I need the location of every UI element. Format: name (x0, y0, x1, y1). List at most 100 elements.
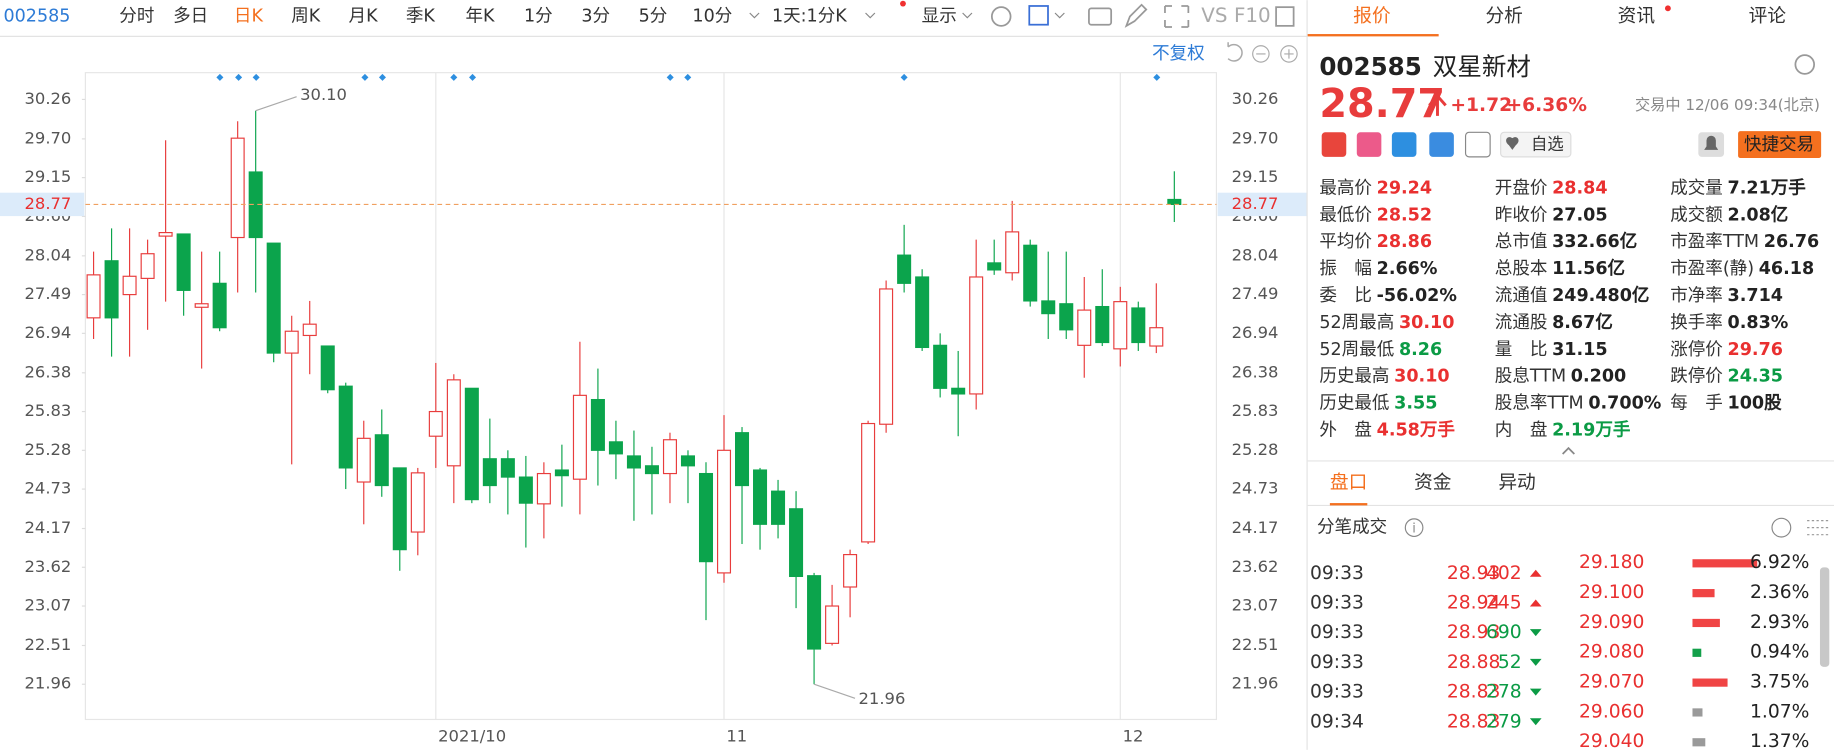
chevron (865, 12, 876, 19)
price-tag-bg (0, 192, 85, 217)
period-tab[interactable]: 季K (406, 7, 436, 27)
icon[interactable] (1464, 131, 1491, 158)
period-tab[interactable]: 周K (291, 7, 321, 27)
event-marker[interactable] (1153, 73, 1161, 81)
stat-value: 4.58万手 (1377, 420, 1456, 441)
adjust-select[interactable]: 不复权 (1152, 44, 1205, 64)
x-tick-label: 12 (1123, 727, 1144, 746)
stat: 市净率 3.714 (1670, 286, 1783, 306)
candle-body (771, 490, 786, 525)
settings-icon[interactable] (1794, 54, 1815, 75)
period-tab[interactable]: 分时 (119, 7, 154, 27)
trade-direction (1529, 718, 1542, 726)
reset-icon[interactable] (1227, 42, 1243, 62)
scrollbar[interactable] (1819, 567, 1830, 667)
candle-body (1149, 327, 1164, 347)
more-icon[interactable] (1771, 517, 1792, 538)
candle-body (536, 472, 551, 505)
stat-value: 0.700% (1588, 394, 1661, 414)
event-marker[interactable] (361, 73, 369, 81)
icon[interactable] (1356, 132, 1382, 157)
period-tab[interactable]: 5分 (639, 7, 668, 27)
max-label: 30.10 (300, 85, 347, 104)
watch-button[interactable] (1500, 131, 1572, 158)
period-tab[interactable]: 10分 (692, 7, 732, 27)
trade-volume: 52 (1498, 652, 1522, 673)
stat: 涨停价 29.76 (1670, 340, 1783, 360)
panel-tab[interactable]: 分析 (1485, 6, 1522, 27)
depth-price: 29.060 (1579, 701, 1644, 722)
y2-tick-label: 21.96 (1232, 674, 1279, 693)
event-marker[interactable] (216, 73, 224, 81)
period-tab[interactable]: 年K (466, 7, 496, 27)
panel-icon[interactable] (1275, 6, 1295, 27)
stat: 成交量 7.21万手 (1670, 177, 1806, 198)
stat: 跌停价 24.35 (1670, 367, 1783, 387)
panel-tab[interactable]: 报价 (1353, 6, 1391, 27)
event-marker[interactable] (900, 73, 908, 81)
period-tab[interactable]: 月K (349, 7, 379, 27)
candle-body (230, 137, 245, 239)
zoom-in-icon[interactable] (1280, 45, 1298, 63)
badge-dot (1664, 5, 1671, 12)
display-menu[interactable]: 显示 (922, 7, 957, 27)
icon[interactable] (1429, 132, 1454, 157)
watch-label: 自选 (1531, 135, 1564, 154)
stat-value: 2.66% (1377, 259, 1438, 279)
stat-label: 最高价 (1319, 178, 1372, 198)
event-marker[interactable] (469, 73, 477, 81)
f10-button[interactable]: F10 (1234, 4, 1271, 27)
period-tab[interactable]: 日K (234, 7, 264, 27)
stat-value: 30.10 (1394, 367, 1449, 387)
stat-label: 52周最高 (1319, 313, 1394, 333)
sub-tab[interactable]: 异动 (1498, 473, 1535, 494)
depth-bar (1692, 738, 1706, 747)
stock-code[interactable]: 002585 (4, 7, 71, 27)
candle-body (158, 232, 173, 237)
period-tab[interactable]: 1分 (524, 7, 553, 27)
period-tab[interactable]: 3分 (581, 7, 610, 27)
depth-bar (1692, 559, 1758, 568)
flag-icon[interactable] (1321, 132, 1347, 157)
settings-icon[interactable] (990, 6, 1012, 27)
up-arrow (1428, 93, 1447, 116)
sub-tab[interactable]: 资金 (1414, 473, 1452, 494)
price-tag-bg (1217, 192, 1307, 217)
info-icon[interactable] (1404, 518, 1424, 537)
quote-panel: 002585 双星新材 28.77 +1.72 +6.36% 交易中 12/06… (1307, 5, 1834, 667)
event-marker[interactable] (684, 73, 692, 81)
interval-select[interactable]: 1天:1分K (772, 7, 847, 27)
expand-icon[interactable] (1164, 5, 1190, 28)
candle-body (590, 398, 605, 451)
trade-volume: 279 (1486, 711, 1522, 732)
event-marker[interactable] (378, 73, 386, 81)
vs-button[interactable]: VS (1201, 4, 1227, 27)
icon[interactable] (1391, 132, 1417, 157)
stat-label: 流通股 (1495, 313, 1548, 333)
panel-tab[interactable]: 评论 (1749, 6, 1787, 27)
list-icon[interactable] (1807, 520, 1829, 536)
pencil-icon[interactable] (1124, 3, 1148, 28)
sub-tab[interactable]: 盘口 (1330, 473, 1367, 494)
event-marker[interactable] (666, 73, 674, 81)
panel-tab[interactable]: 资讯 (1618, 6, 1656, 27)
candle-body (356, 437, 371, 483)
period-tab[interactable]: 多日 (173, 7, 208, 27)
trade-button[interactable] (1738, 131, 1822, 159)
stat-label: 总市值 (1495, 232, 1548, 252)
y-tick-label: 26.94 (25, 323, 72, 342)
max-leader (255, 96, 297, 112)
event-marker[interactable] (450, 73, 458, 81)
stat: 股息TTM 0.200 (1495, 367, 1626, 387)
zoom-out-icon[interactable] (1252, 45, 1270, 63)
candle-body (969, 276, 984, 395)
event-marker[interactable] (235, 73, 243, 81)
candle-body (698, 472, 714, 563)
candle-body (1113, 301, 1128, 350)
candle-body (392, 467, 407, 551)
collapse-caret[interactable] (1562, 446, 1575, 455)
stat: 振 幅 2.66% (1319, 259, 1438, 279)
quote-code: 002585 (1319, 52, 1421, 81)
box-icon[interactable] (1028, 5, 1049, 26)
camera-icon[interactable] (1088, 7, 1113, 26)
